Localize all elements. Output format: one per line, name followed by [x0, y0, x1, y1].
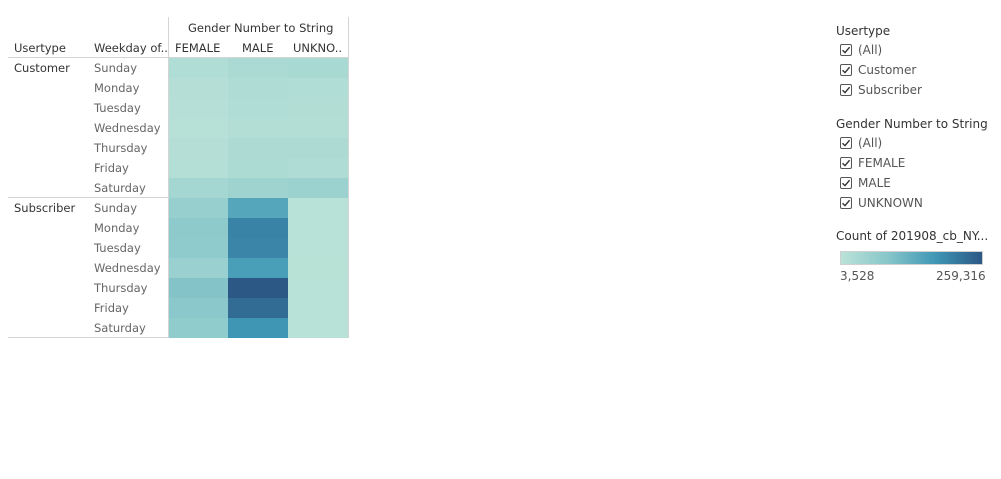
row-header-weekday[interactable]: Weekday of..	[94, 41, 168, 55]
usertype-label-subscriber: Subscriber	[14, 201, 76, 215]
weekday-label: Monday	[94, 221, 140, 235]
weekday-label: Sunday	[94, 61, 138, 75]
checkbox-icon[interactable]	[840, 157, 852, 169]
heatmap-cell[interactable]	[169, 238, 228, 258]
heatmap-cell[interactable]	[288, 218, 348, 238]
filter-option-label: Subscriber	[858, 83, 922, 97]
heatmap-cell[interactable]	[228, 258, 288, 278]
filter-option[interactable]: UNKNOWN	[840, 195, 923, 211]
heatmap-cell[interactable]	[169, 178, 228, 198]
checkbox-icon[interactable]	[840, 84, 852, 96]
filter-option[interactable]: (All)	[840, 135, 882, 151]
weekday-label: Sunday	[94, 201, 138, 215]
heatmap-cell[interactable]	[228, 78, 288, 98]
filter-option[interactable]: FEMALE	[840, 155, 905, 171]
filter-option-label: FEMALE	[858, 156, 906, 170]
heatmap-cell[interactable]	[228, 298, 288, 318]
heatmap-cell[interactable]	[228, 178, 288, 198]
heatmap-cell[interactable]	[169, 278, 228, 298]
weekday-label: Monday	[94, 81, 140, 95]
usertype-label-customer: Customer	[14, 61, 70, 75]
filter-option-label: UNKNOWN	[858, 196, 923, 210]
filter-option-label: (All)	[858, 43, 883, 57]
weekday-label: Friday	[94, 301, 129, 315]
filter-option[interactable]: Customer	[840, 62, 916, 78]
filter-option[interactable]: (All)	[840, 42, 882, 58]
heatmap-cell[interactable]	[169, 58, 228, 78]
heatmap-cell[interactable]	[228, 158, 288, 178]
heatmap-cell[interactable]	[169, 98, 228, 118]
weekday-label: Saturday	[94, 181, 146, 195]
weekday-label: Thursday	[94, 281, 148, 295]
heatmap-cell[interactable]	[228, 318, 288, 338]
heatmap-cell[interactable]	[288, 238, 348, 258]
heatmap-cell[interactable]	[228, 118, 288, 138]
heatmap-cell[interactable]	[169, 258, 228, 278]
heatmap-cell[interactable]	[228, 278, 288, 298]
heatmap-cell[interactable]	[228, 98, 288, 118]
heatmap-cell[interactable]	[288, 78, 348, 98]
heatmap-cell[interactable]	[169, 138, 228, 158]
color-legend-min: 3,528	[840, 269, 875, 283]
filter-option[interactable]: Subscriber	[840, 82, 922, 98]
gender-filter-title: Gender Number to String	[836, 117, 988, 131]
column-header-female[interactable]: FEMALE	[175, 41, 221, 55]
usertype-filter-title: Usertype	[836, 24, 891, 38]
header-bottom-rule	[8, 57, 349, 58]
color-legend-title: Count of 201908_cb_NY...	[836, 229, 989, 243]
heatmap-cell[interactable]	[228, 138, 288, 158]
filter-option-label: (All)	[858, 136, 883, 150]
heatmap-cell[interactable]	[288, 198, 348, 218]
weekday-label: Tuesday	[94, 241, 141, 255]
heatmap-cell[interactable]	[169, 118, 228, 138]
heatmap-cell[interactable]	[288, 158, 348, 178]
heatmap-cell[interactable]	[288, 98, 348, 118]
color-legend-max: 259,316	[936, 269, 986, 283]
heatmap-cell[interactable]	[288, 118, 348, 138]
weekday-label: Wednesday	[94, 121, 161, 135]
heatmap-cell[interactable]	[288, 138, 348, 158]
heatmap-cell[interactable]	[288, 178, 348, 198]
column-header-unknown[interactable]: UNKNO..	[293, 41, 343, 55]
heatmap-cell[interactable]	[169, 218, 228, 238]
filter-option[interactable]: MALE	[840, 175, 891, 191]
header-divider-right	[348, 17, 349, 337]
weekday-label: Wednesday	[94, 261, 161, 275]
checkbox-icon[interactable]	[840, 64, 852, 76]
row-header-usertype[interactable]: Usertype	[14, 41, 66, 55]
weekday-label: Friday	[94, 161, 129, 175]
heatmap-cell[interactable]	[169, 198, 228, 218]
checkbox-icon[interactable]	[840, 137, 852, 149]
heatmap-cell[interactable]	[228, 198, 288, 218]
heatmap-cell[interactable]	[228, 238, 288, 258]
heatmap-cell[interactable]	[169, 298, 228, 318]
heatmap-cell[interactable]	[228, 58, 288, 78]
checkbox-icon[interactable]	[840, 177, 852, 189]
heatmap-cell[interactable]	[169, 78, 228, 98]
heatmap-cell[interactable]	[288, 298, 348, 318]
heatmap-cell[interactable]	[288, 58, 348, 78]
filter-option-label: Customer	[858, 63, 917, 77]
checkbox-icon[interactable]	[840, 197, 852, 209]
header-divider-left	[168, 17, 169, 337]
heatmap-cell[interactable]	[288, 278, 348, 298]
filter-option-label: MALE	[858, 176, 891, 190]
weekday-label: Saturday	[94, 321, 146, 335]
column-group-title: Gender Number to String	[188, 21, 334, 35]
heatmap-cell[interactable]	[288, 258, 348, 278]
checkbox-icon[interactable]	[840, 44, 852, 56]
column-header-male[interactable]: MALE	[242, 41, 274, 55]
heatmap-cell[interactable]	[169, 318, 228, 338]
weekday-label: Tuesday	[94, 101, 141, 115]
heatmap-cell[interactable]	[228, 218, 288, 238]
heatmap-cell[interactable]	[169, 158, 228, 178]
weekday-label: Thursday	[94, 141, 148, 155]
heatmap-cell[interactable]	[288, 318, 348, 338]
color-legend-gradient	[840, 251, 983, 265]
